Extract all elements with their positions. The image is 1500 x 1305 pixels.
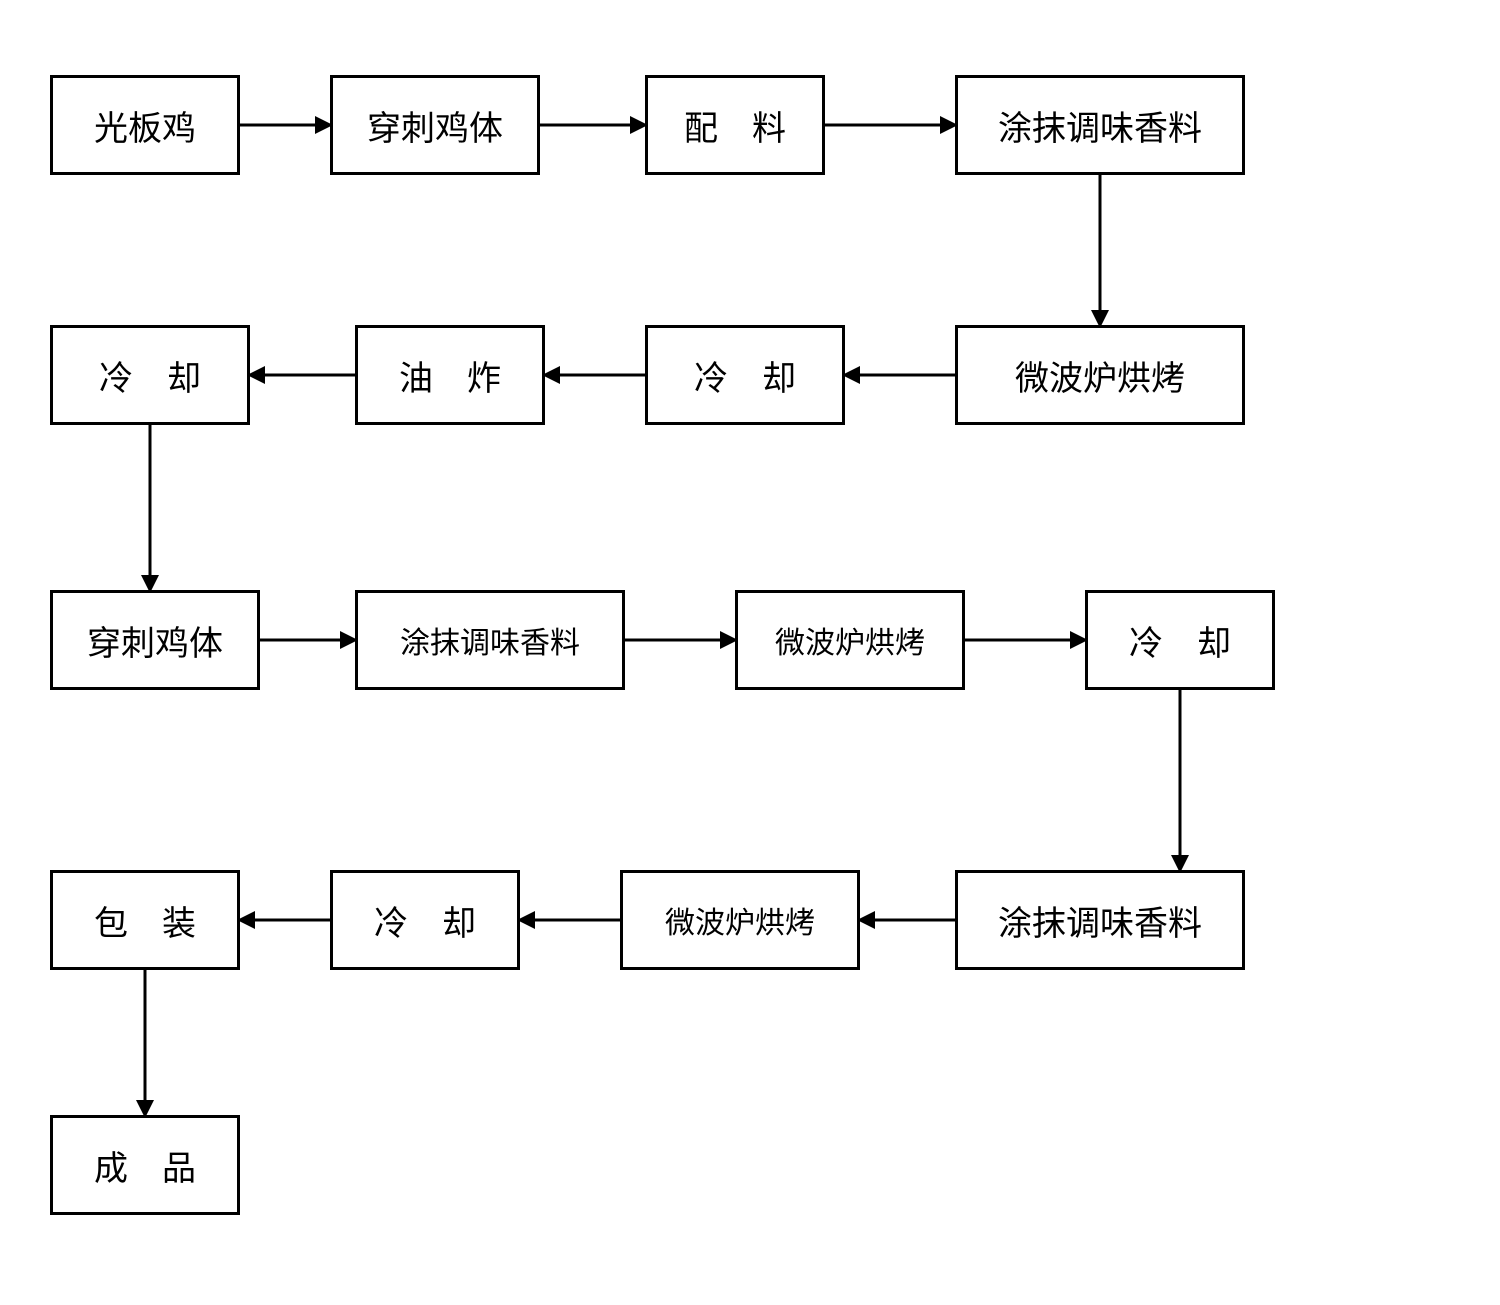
flow-node-label: 冷 却 [694,351,796,400]
flow-node-n17: 成 品 [50,1115,240,1215]
flow-node-n6: 冷 却 [645,325,845,425]
flow-node-label: 冷 却 [99,351,201,400]
flow-node-label: 配 料 [684,101,786,150]
flow-node-label: 穿刺鸡体 [87,616,223,665]
flow-node-label: 成 品 [94,1141,196,1190]
flow-node-n14: 微波炉烘烤 [620,870,860,970]
flow-node-label: 涂抹调味香料 [998,101,1202,150]
flow-node-label: 包 装 [94,896,196,945]
flow-node-label: 冷 却 [1129,616,1231,665]
flow-node-label: 冷 却 [374,896,476,945]
flow-node-n5: 微波炉烘烤 [955,325,1245,425]
flow-node-label: 涂抹调味香料 [400,618,580,662]
process-flowchart: 光板鸡穿刺鸡体配 料涂抹调味香料微波炉烘烤冷 却油 炸冷 却穿刺鸡体涂抹调味香料… [0,0,1500,1305]
flow-node-n16: 包 装 [50,870,240,970]
flow-node-label: 光板鸡 [94,101,196,150]
flow-node-label: 微波炉烘烤 [775,618,925,662]
flow-node-label: 油 炸 [399,351,501,400]
flow-node-n1: 光板鸡 [50,75,240,175]
flow-node-n4: 涂抹调味香料 [955,75,1245,175]
flow-node-n7: 油 炸 [355,325,545,425]
flow-node-label: 微波炉烘烤 [665,898,815,942]
flow-node-n11: 微波炉烘烤 [735,590,965,690]
flow-node-n9: 穿刺鸡体 [50,590,260,690]
flow-node-label: 穿刺鸡体 [367,101,503,150]
flow-node-n15: 冷 却 [330,870,520,970]
flow-node-n12: 冷 却 [1085,590,1275,690]
flow-node-n2: 穿刺鸡体 [330,75,540,175]
flow-node-n10: 涂抹调味香料 [355,590,625,690]
flow-node-n8: 冷 却 [50,325,250,425]
flow-node-label: 涂抹调味香料 [998,896,1202,945]
flow-node-n3: 配 料 [645,75,825,175]
flow-node-n13: 涂抹调味香料 [955,870,1245,970]
flow-node-label: 微波炉烘烤 [1015,351,1185,400]
